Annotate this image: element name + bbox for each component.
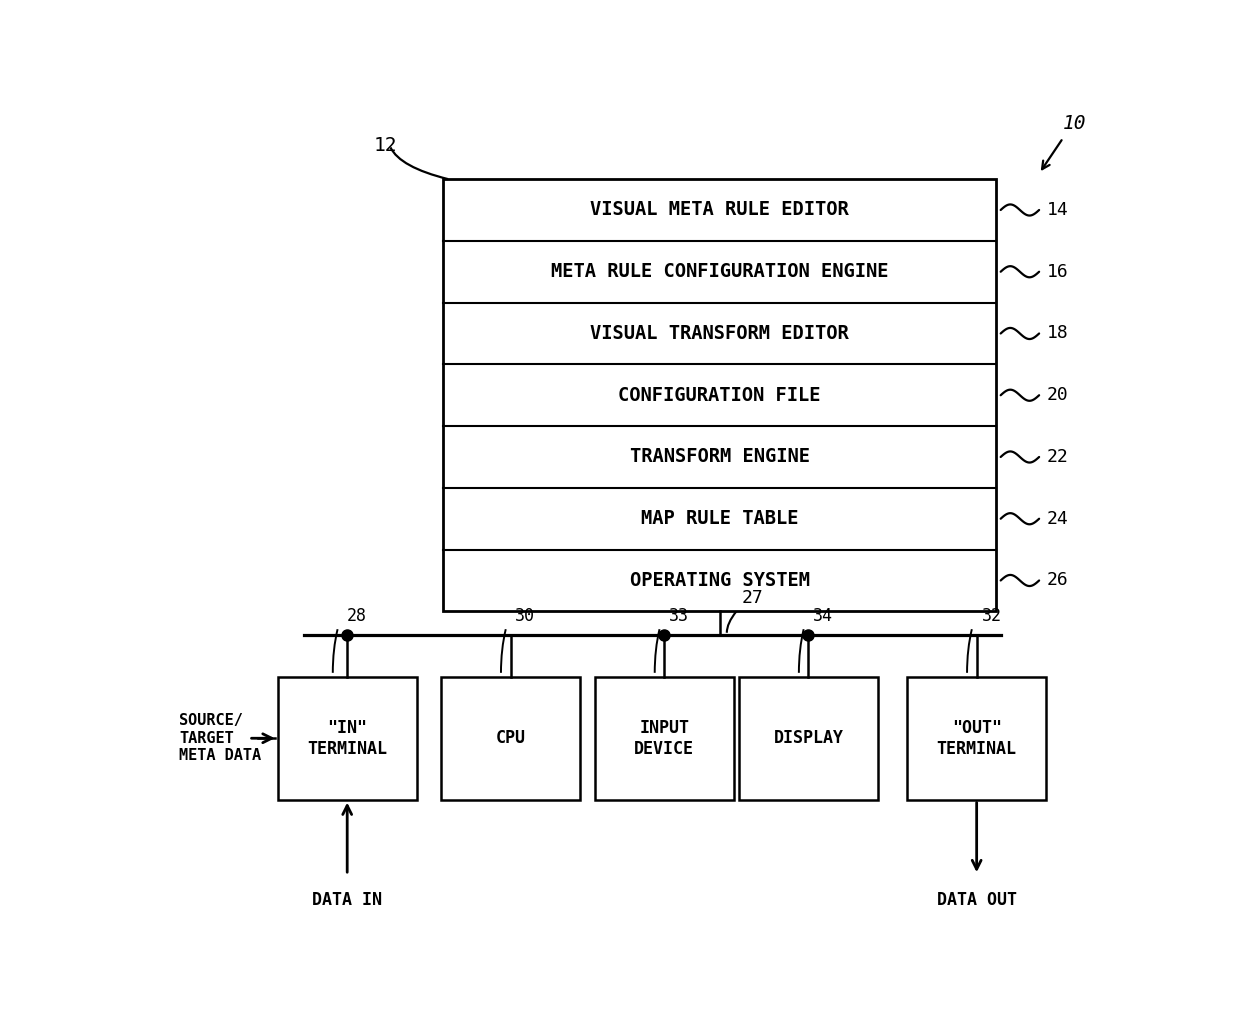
Text: CONFIGURATION FILE: CONFIGURATION FILE xyxy=(619,386,821,405)
Text: INPUT
DEVICE: INPUT DEVICE xyxy=(635,719,694,758)
Text: 26: 26 xyxy=(1047,572,1069,589)
Text: DATA OUT: DATA OUT xyxy=(936,891,1017,908)
Text: META RULE CONFIGURATION ENGINE: META RULE CONFIGURATION ENGINE xyxy=(551,263,888,281)
Text: 27: 27 xyxy=(742,589,763,608)
Text: 10: 10 xyxy=(1063,114,1086,133)
Text: VISUAL META RULE EDITOR: VISUAL META RULE EDITOR xyxy=(590,201,849,219)
Text: "IN"
TERMINAL: "IN" TERMINAL xyxy=(308,719,387,758)
Bar xyxy=(739,677,878,799)
Text: 18: 18 xyxy=(1047,324,1069,343)
Text: 12: 12 xyxy=(373,136,397,154)
Text: DISPLAY: DISPLAY xyxy=(774,729,843,747)
Text: OPERATING SYSTEM: OPERATING SYSTEM xyxy=(630,571,810,590)
Text: MAP RULE TABLE: MAP RULE TABLE xyxy=(641,509,799,528)
Text: 32: 32 xyxy=(982,608,1002,625)
Bar xyxy=(906,677,1047,799)
Text: 34: 34 xyxy=(813,608,833,625)
Text: "OUT"
TERMINAL: "OUT" TERMINAL xyxy=(936,719,1017,758)
Text: CPU: CPU xyxy=(496,729,526,747)
Text: 33: 33 xyxy=(670,608,689,625)
Bar xyxy=(595,677,734,799)
Text: TRANSFORM ENGINE: TRANSFORM ENGINE xyxy=(630,447,810,467)
Text: 20: 20 xyxy=(1047,386,1069,404)
Text: 30: 30 xyxy=(516,608,536,625)
Bar xyxy=(441,677,580,799)
Text: 22: 22 xyxy=(1047,448,1069,466)
Text: DATA IN: DATA IN xyxy=(312,891,382,908)
Text: 14: 14 xyxy=(1047,201,1069,219)
Text: 28: 28 xyxy=(347,608,367,625)
Bar xyxy=(444,179,996,612)
Bar xyxy=(278,677,417,799)
Text: 16: 16 xyxy=(1047,263,1069,281)
Text: VISUAL TRANSFORM EDITOR: VISUAL TRANSFORM EDITOR xyxy=(590,324,849,343)
Text: 24: 24 xyxy=(1047,510,1069,527)
Text: SOURCE/
TARGET
META DATA: SOURCE/ TARGET META DATA xyxy=(179,714,262,763)
